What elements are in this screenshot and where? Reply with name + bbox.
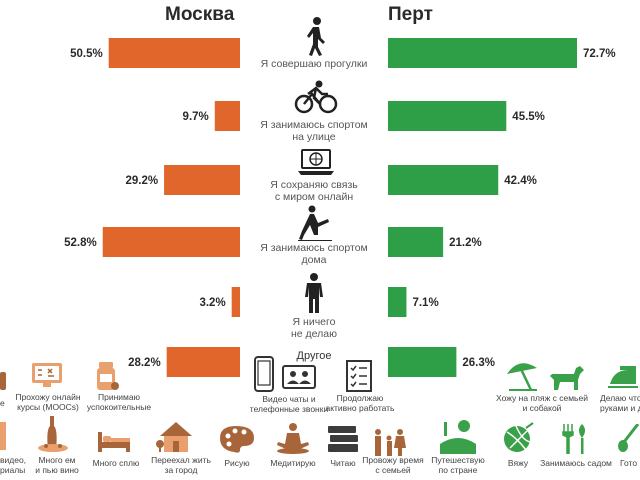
caption-sedatives: Принимаю успокоительные xyxy=(86,392,152,412)
bar-perth-sport-home xyxy=(388,227,444,257)
edge-icon-left xyxy=(0,370,8,392)
label-walk: Я совершаю прогулки xyxy=(260,58,368,70)
value-label-moscow-online: 29.2% xyxy=(125,175,158,187)
bar-moscow-nothing xyxy=(231,287,240,317)
label-sport-outdoor: Я занимаюсь спортом на улице xyxy=(260,119,368,143)
food-wine-icon xyxy=(36,416,70,452)
smartphone-icon xyxy=(254,356,274,392)
country-house-icon xyxy=(156,420,196,452)
iron-icon xyxy=(606,364,640,390)
caption-travel: Путешествую по стране xyxy=(431,455,485,475)
value-label-perth-other: 26.3% xyxy=(462,357,495,369)
garden-tools-icon xyxy=(560,424,590,454)
caption-draw: Рисую xyxy=(224,458,250,468)
label-other: Другое xyxy=(296,350,332,362)
value-label-moscow-nothing: 3.2% xyxy=(199,297,225,309)
bar-perth-online xyxy=(388,165,499,195)
value-label-perth-online: 42.4% xyxy=(504,175,537,187)
value-label-moscow-sport-outdoor: 9.7% xyxy=(183,111,209,123)
label-online: Я сохраняю связь с миром онлайн xyxy=(270,179,358,203)
bar-moscow-other xyxy=(166,347,240,377)
books-icon xyxy=(326,424,360,454)
value-label-perth-sport-outdoor: 45.5% xyxy=(512,111,545,123)
tv-series-icon xyxy=(0,420,8,452)
checklist-icon xyxy=(345,360,373,392)
label-sport-home: Я занимаюсь спортом дома xyxy=(260,242,368,266)
bar-perth-walk xyxy=(388,38,578,68)
caption-beach: Хожу на пляж с семьей и собакой xyxy=(496,393,588,413)
value-label-perth-nothing: 7.1% xyxy=(412,297,438,309)
caption-moved: Переехал жить за город xyxy=(151,455,211,475)
caption-left-edge: е xyxy=(0,398,5,408)
caption-work: Продолжаю активно работать xyxy=(325,393,395,413)
value-label-perth-walk: 72.7% xyxy=(583,48,616,60)
caption-family: Провожу время с семьей xyxy=(362,455,424,475)
video-call-icon xyxy=(282,365,316,391)
caption-cook: Гото xyxy=(620,458,638,468)
label-nothing: Я ничего не делаю xyxy=(290,316,337,340)
bar-moscow-walk xyxy=(108,38,240,68)
yarn-icon xyxy=(502,422,534,454)
value-label-moscow-walk: 50.5% xyxy=(70,48,103,60)
online-course-icon xyxy=(30,362,64,388)
bar-perth-other xyxy=(388,347,457,377)
pills-icon xyxy=(95,362,119,392)
caption-moocs: Прохожу онлайн курсы (MOOCs) xyxy=(15,392,81,412)
bar-moscow-sport-outdoor xyxy=(214,101,240,131)
caption-eat: Много ем и пью вино xyxy=(35,455,79,475)
caption-handwork: Делаю что руками и д xyxy=(600,393,640,413)
cycling-person-icon xyxy=(294,80,338,114)
meditation-icon xyxy=(274,422,312,454)
bed-icon xyxy=(97,430,131,452)
bar-perth-sport-outdoor xyxy=(388,101,507,131)
walking-person-icon xyxy=(300,16,330,56)
bar-moscow-sport-home xyxy=(102,227,240,257)
caption-knit: Вяжу xyxy=(507,458,529,468)
value-label-moscow-other: 28.2% xyxy=(128,357,161,369)
dog-icon xyxy=(548,364,586,392)
caption-garden: Занимаюсь садом xyxy=(540,458,612,468)
stretching-person-icon xyxy=(298,205,332,241)
beach-umbrella-icon xyxy=(505,360,539,392)
caption-video-chats: Видео чаты и телефонные звонки xyxy=(249,394,329,414)
family-icon xyxy=(370,428,410,456)
laptop-globe-icon xyxy=(297,148,335,176)
countryside-travel-icon xyxy=(438,418,478,454)
caption-meditate: Медитирую xyxy=(270,458,316,468)
bar-perth-nothing xyxy=(388,287,407,317)
caption-read: Читаю xyxy=(330,458,356,468)
caption-series: видео, риалы xyxy=(0,455,27,475)
standing-person-icon xyxy=(301,273,327,313)
bar-moscow-online xyxy=(164,165,240,195)
cooking-icon xyxy=(618,424,640,454)
value-label-moscow-sport-home: 52.8% xyxy=(64,237,97,249)
city-title-moscow: Москва xyxy=(165,4,235,25)
value-label-perth-sport-home: 21.2% xyxy=(449,237,482,249)
palette-icon xyxy=(218,424,256,454)
caption-sleep: Много сплю xyxy=(92,458,140,468)
city-title-perth: Перт xyxy=(388,4,433,25)
